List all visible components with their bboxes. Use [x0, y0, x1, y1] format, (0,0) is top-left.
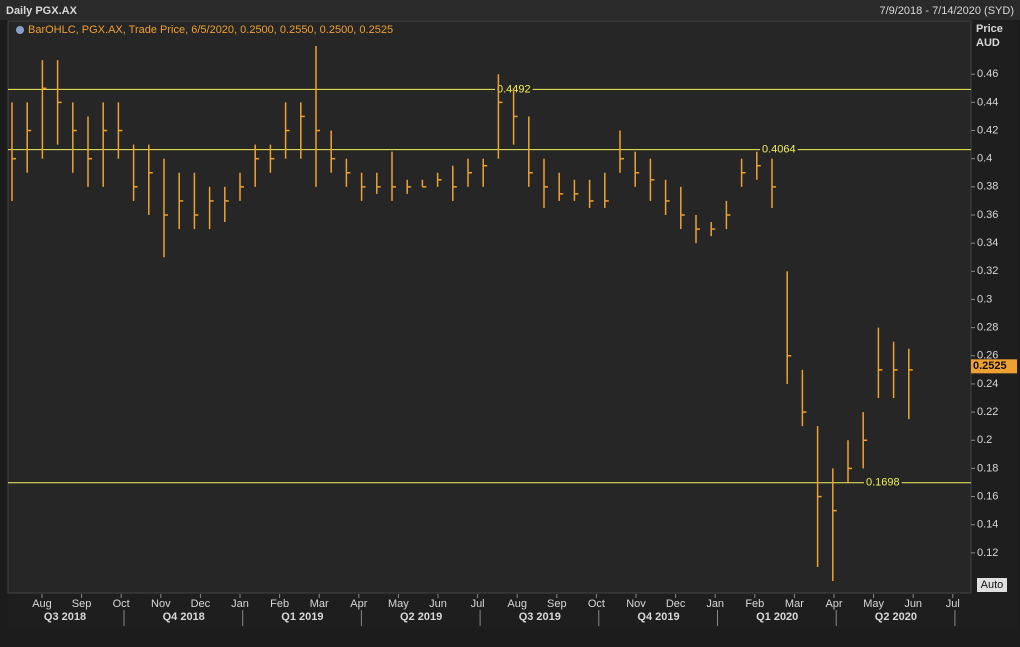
auto-button-label[interactable]: Auto [981, 579, 1004, 591]
y-tick-label: 0.22 [977, 406, 998, 418]
month-label: Apr [350, 598, 367, 610]
last-price-tag [971, 359, 1017, 374]
month-label: May [388, 598, 409, 610]
month-label: Jun [429, 598, 447, 610]
month-label: Sep [547, 598, 567, 610]
legend-icon [16, 26, 24, 34]
month-label: Jul [471, 598, 485, 610]
month-label: Feb [745, 598, 764, 610]
date-range: 7/9/2018 - 7/14/2020 (SYD) [879, 5, 1014, 17]
month-label: Apr [825, 598, 842, 610]
header-bar [0, 0, 1020, 20]
month-label: Mar [310, 598, 329, 610]
y-tick-label: 0.16 [977, 490, 998, 502]
quarter-label: Q3 2019 [519, 611, 561, 623]
month-label: Nov [626, 598, 646, 610]
y-tick-label: 0.46 [977, 68, 998, 80]
month-label: Sep [72, 598, 92, 610]
y-axis-area [972, 21, 1018, 593]
month-label: Mar [785, 598, 804, 610]
legend: BarOHLC, PGX.AX, Trade Price, 6/5/2020, … [28, 24, 393, 36]
month-label: Jan [706, 598, 724, 610]
y-tick-label: 0.12 [977, 547, 998, 559]
level-label-bg [760, 143, 798, 156]
y-tick-label: 0.18 [977, 462, 998, 474]
window-title: Daily PGX.AX [6, 5, 78, 17]
level-label: 0.1698 [866, 477, 900, 489]
quarter-label: Q1 2019 [281, 611, 323, 623]
y-tick-label: 0.14 [977, 519, 998, 531]
plot-area [7, 20, 972, 594]
y-tick-label: 0.26 [977, 350, 998, 362]
y-tick-label: 0.4 [977, 153, 992, 165]
quarter-label: Q4 2018 [163, 611, 205, 623]
y-tick-label: 0.42 [977, 124, 998, 136]
y-tick-label: 0.3 [977, 293, 992, 305]
month-label: May [863, 598, 884, 610]
month-label: Nov [151, 598, 171, 610]
month-label: Feb [270, 598, 289, 610]
y-tick-label: 0.2 [977, 434, 992, 446]
last-price-label: 0.2525 [973, 360, 1007, 372]
level-label-bg [864, 476, 902, 489]
y-axis-unit: AUD [976, 37, 1000, 49]
y-axis-label: Price [976, 23, 1003, 35]
month-label: Jan [231, 598, 249, 610]
month-label: Oct [113, 598, 130, 610]
month-label: Aug [32, 598, 52, 610]
y-tick-label: 0.28 [977, 322, 998, 334]
quarter-label: Q1 2020 [756, 611, 798, 623]
month-label: Aug [507, 598, 527, 610]
x-axis-area [8, 594, 1018, 628]
month-label: Oct [588, 598, 605, 610]
y-tick-label: 0.38 [977, 181, 998, 193]
y-tick-label: 0.44 [977, 96, 998, 108]
quarter-label: Q2 2020 [875, 611, 917, 623]
y-tick-label: 0.36 [977, 209, 998, 221]
y-tick-label: 0.24 [977, 378, 998, 390]
quarter-label: Q2 2019 [400, 611, 442, 623]
month-label: Jul [946, 598, 960, 610]
month-label: Jun [904, 598, 922, 610]
month-label: Dec [666, 598, 686, 610]
y-tick-label: 0.34 [977, 237, 998, 249]
month-label: Dec [191, 598, 211, 610]
quarter-label: Q3 2018 [44, 611, 86, 623]
auto-button[interactable] [977, 578, 1007, 592]
y-tick-label: 0.32 [977, 265, 998, 277]
quarter-label: Q4 2019 [637, 611, 679, 623]
level-label: 0.4064 [762, 144, 796, 156]
